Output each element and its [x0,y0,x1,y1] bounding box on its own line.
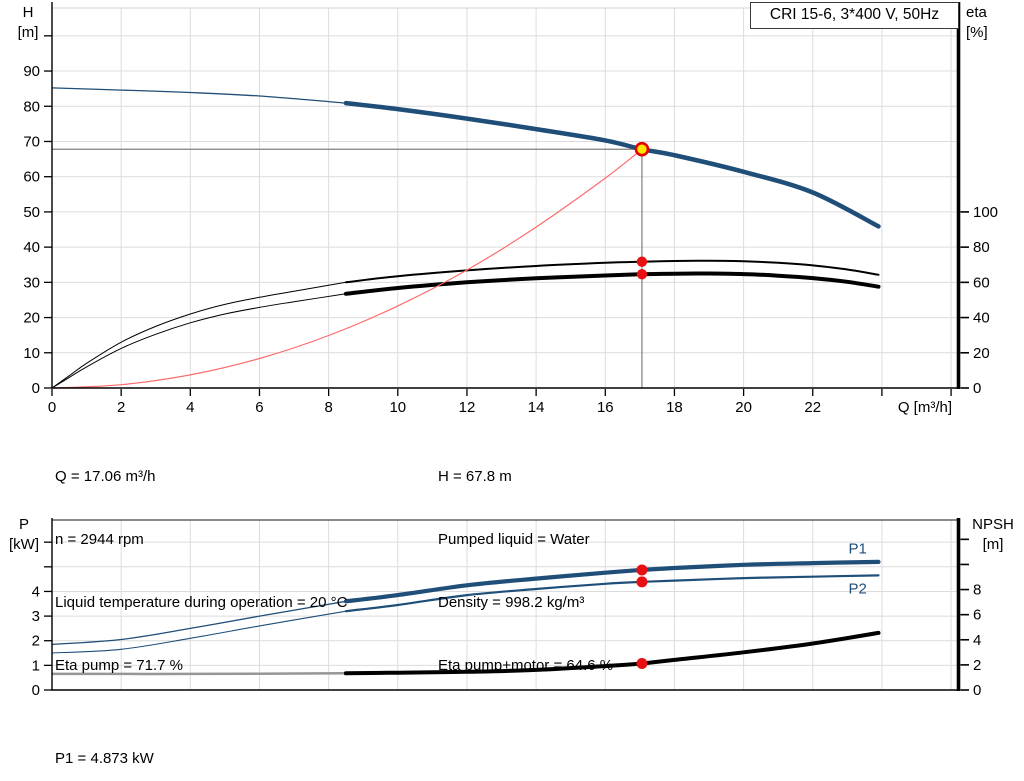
p-axis-label-line2: [kW] [9,536,39,553]
x-axis-tick-label: 12 [459,399,476,416]
x-axis-tick-label: 4 [186,399,194,416]
x-axis-tick-label: 8 [324,399,332,416]
left-axis-tick-label: 4 [32,583,40,600]
right-axis-tick-label: 40 [973,310,990,327]
right-axis-tick-label: 2 [973,657,981,674]
npsh-point [636,658,648,670]
pump-designation-box: CRI 15-6, 3*400 V, 50Hz [750,2,959,29]
p2-point [636,576,648,588]
eta-pump-motor-curve-thin [51,293,346,389]
eta-pump-motor-curve [343,271,881,296]
right-axis-tick-label: 8 [973,582,981,599]
p-axis-label: P [kW] [0,515,48,555]
p1-curve [343,559,881,604]
eta-axis-label-line2: [%] [966,24,988,41]
left-axis-tick-label: 3 [32,608,40,625]
info-p1: P1 = 4.873 kW [55,750,154,767]
duty-info-left: Q = 17.06 m³/h n = 2944 rpm Liquid tempe… [55,424,347,718]
x-axis-title: Q [m³/h] [898,399,952,416]
right-axis-tick-label: 60 [973,274,990,291]
info-eta-pump-motor: Eta pump+motor = 64.6 % [438,657,614,674]
right-axis-tick-label: 0 [973,682,981,699]
h-axis-label-line2: [m] [17,24,39,41]
system-curve [51,148,643,389]
info-eta-pump: Eta pump = 71.7 % [55,657,183,674]
npsh-curve-thin [51,672,346,676]
right-axis-tick-label: 4 [973,632,981,649]
curve-label-p1: P1 [849,540,867,557]
x-axis-tick-label: 16 [597,399,614,416]
left-axis-tick-label: 60 [23,169,40,186]
left-axis-tick-label: 1 [32,657,40,674]
right-axis-tick-label: 6 [973,607,981,624]
right-axis-tick-label: 100 [973,204,998,221]
npsh-curve [343,630,881,676]
info-density: Density = 998.2 kg/m³ [438,594,585,611]
x-axis-tick-label: 20 [735,399,752,416]
left-axis-tick-label: 70 [23,133,40,150]
head-curve [343,100,881,229]
info-pumped-liquid: Pumped liquid = Water [438,531,590,548]
x-axis-tick-label: 10 [389,399,406,416]
p2-curve-thin [51,610,346,654]
power-info: P1 = 4.873 kW P2 = 4.387 kW NPSH = 2.11 … [55,704,159,781]
eta-axis-label-line1: eta [966,4,987,21]
x-axis-tick-label: 22 [804,399,821,416]
right-axis-tick-label: 80 [973,239,990,256]
curve-label-p2: P2 [849,580,867,597]
left-axis-tick-label: 2 [32,633,40,650]
power-npsh-chart-plot-area[interactable] [52,520,958,690]
h-axis-label: H [m] [6,3,50,43]
x-axis-tick-label: 18 [666,399,683,416]
left-axis-tick-label: 10 [23,345,40,362]
x-axis-tick-label: 6 [255,399,263,416]
left-axis-tick-label: 80 [23,98,40,115]
eta-axis-label: eta [%] [966,3,1014,43]
h-axis-label-line1: H [22,4,34,21]
info-h: H = 67.8 m [438,468,512,485]
info-q: Q = 17.06 m³/h [55,468,156,485]
p1-point [636,564,648,576]
npsh-axis-label: NPSH [m] [964,515,1022,555]
left-axis-tick-label: 0 [32,682,40,699]
eta-pump-curve-thin [51,281,346,389]
x-axis-tick-label: 0 [48,399,56,416]
left-axis-tick-label: 0 [32,380,40,397]
left-axis-tick-label: 40 [23,239,40,256]
info-liquid-temperature: Liquid temperature during operation = 20… [55,594,348,611]
npsh-axis-label-line1: NPSH [972,516,1014,533]
p2-curve [344,574,880,613]
right-axis-tick-label: 20 [973,345,990,362]
left-axis-tick-label: 90 [23,63,40,80]
head-curve-thin [51,87,346,104]
eta-pump-motor-point [636,269,648,280]
left-axis-tick-label: 20 [23,310,40,327]
x-axis-tick-label: 2 [117,399,125,416]
p1-curve-thin [51,600,347,646]
left-axis-tick-label: 50 [23,204,40,221]
right-axis-tick-label: 0 [973,380,981,397]
left-axis-tick-label: 30 [23,274,40,291]
x-axis-tick-label: 14 [528,399,545,416]
duty-point[interactable] [634,141,650,157]
p-axis-label-line1: P [18,516,29,533]
npsh-axis-label-line2: [m] [982,536,1004,553]
duty-info-right: H = 67.8 m Pumped liquid = Water Density… [438,424,613,718]
eta-pump-point [636,256,648,267]
info-speed: n = 2944 rpm [55,531,144,548]
